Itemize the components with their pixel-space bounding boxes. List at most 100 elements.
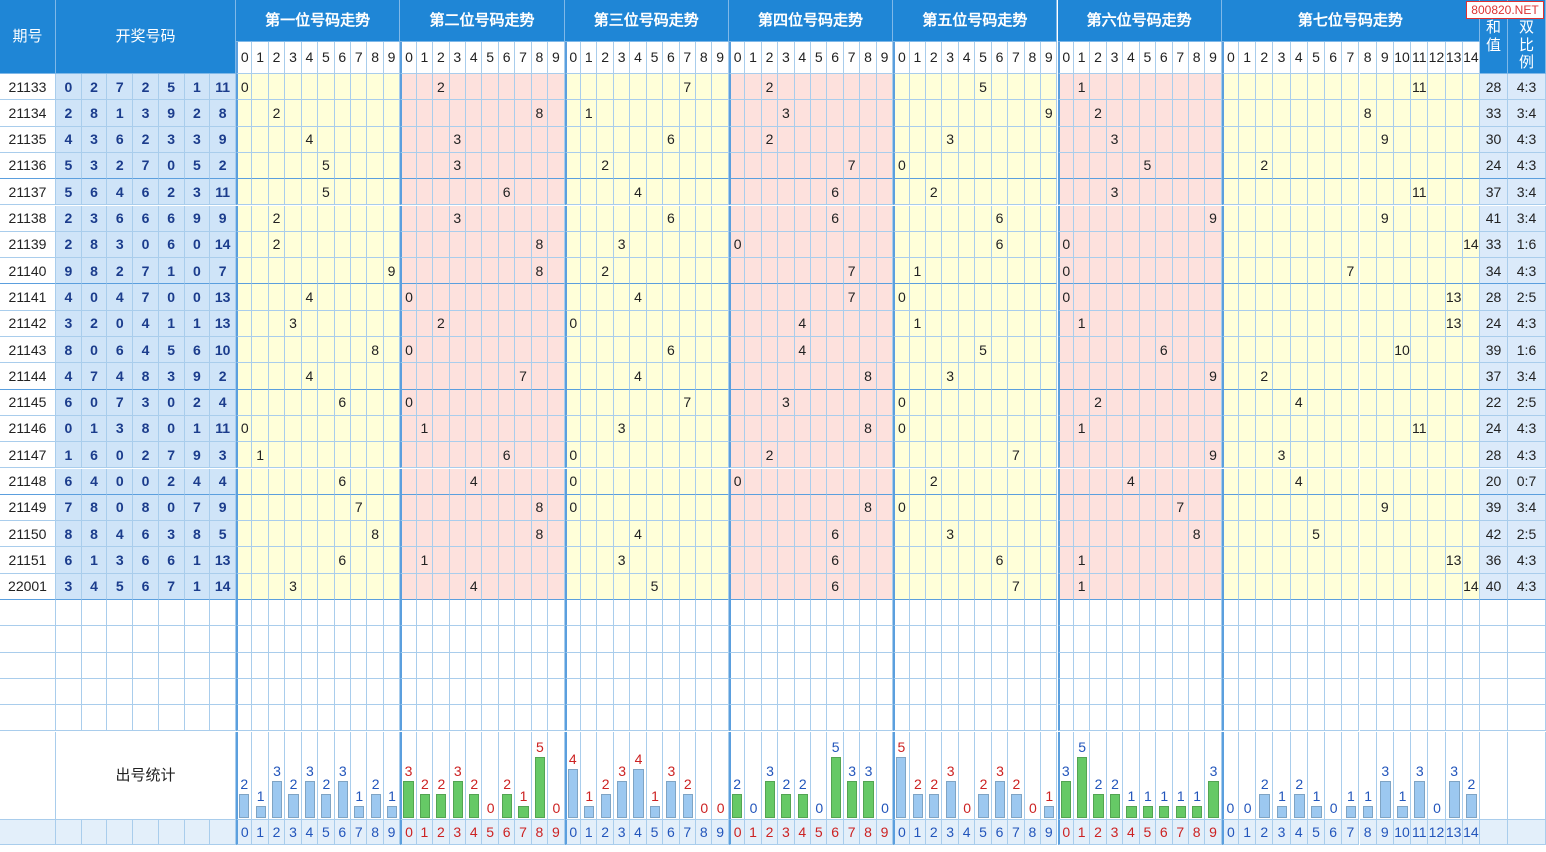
digit-footer: 2 <box>268 820 286 845</box>
digit-header: 1 <box>909 42 927 74</box>
empty-cell <box>1205 626 1222 653</box>
empty-cell <box>351 705 368 732</box>
period: 22001 <box>0 573 56 600</box>
trend-cell <box>778 126 795 153</box>
trend-cell <box>827 231 844 259</box>
empty-cell <box>548 705 565 732</box>
empty-cell <box>466 678 483 706</box>
empty-cell <box>1123 705 1140 732</box>
digit-header: 12 <box>1428 42 1446 74</box>
empty-cell <box>449 705 466 732</box>
trend-cell <box>663 258 680 285</box>
trend-cell <box>1445 100 1463 127</box>
trend-cell <box>860 179 877 206</box>
draw-number: 0 <box>158 494 185 522</box>
stats-cell <box>1462 731 1480 820</box>
trend-cell <box>663 415 680 443</box>
trend-cell <box>761 152 779 180</box>
trend-cell <box>531 152 549 180</box>
trend-cell <box>597 126 614 153</box>
draw-number: 9 <box>210 205 236 232</box>
trend-cell <box>597 521 614 548</box>
trend-cell <box>1273 205 1291 232</box>
trend-cell <box>909 179 927 206</box>
trend-cell <box>646 74 664 101</box>
count-label: 3 <box>306 763 314 780</box>
trend-cell <box>926 337 943 364</box>
digit-footer: 7 <box>1008 820 1025 845</box>
trend-cell <box>778 152 795 180</box>
trend-cell <box>975 179 992 206</box>
trend-cell <box>860 389 877 416</box>
trend-cell <box>466 126 483 153</box>
trend-cell <box>827 100 844 127</box>
trend-number: 0 <box>1057 258 1074 285</box>
trend-cell <box>285 363 302 390</box>
empty-cell <box>860 705 877 732</box>
trend-cell <box>679 547 697 574</box>
trend-cell <box>466 310 483 337</box>
trend-cell <box>1462 310 1480 337</box>
empty-cell <box>383 705 401 732</box>
trend-cell <box>466 284 483 311</box>
empty-cell <box>1188 652 1206 679</box>
trend-cell <box>1024 179 1042 206</box>
trend-cell <box>860 310 877 337</box>
trend-cell <box>301 494 319 522</box>
trend-cell <box>1156 152 1173 180</box>
trend-cell <box>482 100 499 127</box>
trend-cell <box>1462 547 1480 574</box>
trend-cell <box>482 468 499 495</box>
trend-cell <box>975 231 992 259</box>
empty-cell <box>1073 678 1091 706</box>
trend-cell <box>400 573 417 600</box>
trend-cell <box>1428 547 1446 574</box>
draw-number: 14 <box>210 573 236 600</box>
digit-footer: 8 <box>696 820 713 845</box>
digit-footer: 7 <box>1342 820 1360 845</box>
trend-number: 0 <box>893 152 910 180</box>
trend-cell <box>1221 284 1239 311</box>
trend-cell <box>1057 205 1074 232</box>
trend-cell <box>466 521 483 548</box>
sum: 39 <box>1480 337 1508 364</box>
trend-cell <box>252 100 269 127</box>
digit-header: 2 <box>926 42 943 74</box>
empty-cell <box>613 626 631 653</box>
sum: 30 <box>1480 126 1508 153</box>
empty-cell <box>712 705 729 732</box>
trend-cell <box>1325 284 1343 311</box>
empty-cell <box>1090 600 1107 627</box>
trend-cell <box>1393 389 1412 416</box>
count-bar <box>1259 793 1271 818</box>
trend-cell <box>1024 284 1042 311</box>
trend-cell <box>975 494 992 522</box>
trend-cell <box>581 389 598 416</box>
trend-cell <box>975 521 992 548</box>
empty-cell <box>1172 678 1189 706</box>
trend-cell <box>646 205 664 232</box>
trend-cell <box>1376 363 1394 390</box>
count-label: 3 <box>404 763 413 780</box>
trend-cell <box>1445 573 1463 600</box>
empty-cell <box>728 678 746 706</box>
empty-cell <box>1290 705 1308 732</box>
draw-number: 1 <box>81 415 108 443</box>
trend-cell <box>860 547 877 574</box>
trend-cell <box>1342 100 1360 127</box>
empty-cell <box>975 626 992 653</box>
draw-number: 2 <box>133 74 159 101</box>
trend-number: 2 <box>926 179 943 206</box>
draw-number: 2 <box>210 363 236 390</box>
trend-cell <box>663 152 680 180</box>
empty-cell <box>301 678 319 706</box>
digit-header: 8 <box>1188 42 1206 74</box>
trend-number: 1 <box>581 100 598 127</box>
empty-cell <box>1445 678 1463 706</box>
trend-cell <box>1359 494 1377 522</box>
trend-number: 0 <box>1057 231 1074 259</box>
trend-cell <box>1106 337 1124 364</box>
empty-cell <box>811 626 828 653</box>
trend-cell <box>236 547 253 574</box>
empty-cell <box>1221 600 1239 627</box>
